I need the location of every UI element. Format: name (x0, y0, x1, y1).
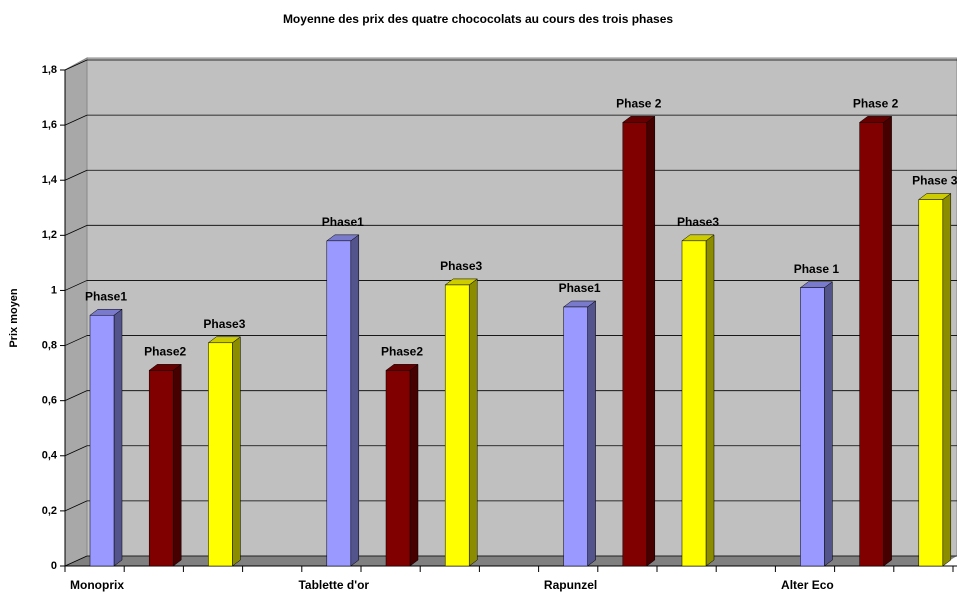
bar (800, 287, 825, 567)
bar-side (942, 193, 952, 567)
bar-label: Phase 2 (853, 97, 899, 111)
y-axis-label: Prix moyen (8, 288, 20, 348)
y-tick-label: 0,8 (42, 339, 57, 351)
y-tick-label: 1,8 (42, 64, 57, 76)
bar-label: Phase 1 (794, 262, 840, 276)
bar-side (587, 300, 596, 567)
bar-side (350, 234, 360, 567)
y-tick-label: 0 (51, 560, 57, 572)
bar (918, 199, 944, 567)
x-tick-label: Monoprix (70, 578, 124, 592)
y-tick-label: 1 (51, 284, 57, 296)
y-tick-label: 0,2 (42, 505, 57, 517)
bar-label: Phase1 (559, 281, 601, 295)
chart-title: Moyenne des prix des quatre chococolats … (283, 12, 673, 26)
bar-side (705, 234, 715, 567)
grid-line-side (64, 169, 88, 181)
floor (65, 556, 957, 566)
grid-line-side (64, 224, 88, 236)
x-tick-label: Alter Eco (781, 578, 834, 592)
bar-side (646, 115, 656, 567)
bar-side (172, 363, 182, 567)
grid-line-side (64, 390, 88, 402)
bar-side (409, 363, 419, 567)
y-tick-label: 1,6 (42, 119, 57, 131)
bar (208, 342, 233, 567)
bar-side (883, 115, 892, 567)
bar-side (824, 281, 833, 567)
bar-label: Phase3 (203, 317, 245, 331)
grid-line-side (64, 335, 88, 346)
bar (622, 122, 648, 567)
bar-label: Phase1 (85, 289, 127, 303)
y-tick-label: 1,2 (42, 229, 57, 241)
bar-side (232, 336, 241, 567)
bar (89, 314, 115, 567)
bar (681, 240, 707, 567)
grid-line-side (64, 280, 88, 291)
bar-label: Phase2 (144, 345, 186, 359)
bar-label: Phase 3 (912, 174, 957, 188)
bar-label: Phase3 (440, 259, 482, 273)
grid-line-side (64, 114, 88, 126)
grid-line-side (64, 500, 88, 512)
bar-label: Phase2 (381, 345, 423, 359)
bar-label: Phase3 (677, 215, 719, 229)
bar (859, 122, 884, 567)
bar-side (468, 278, 478, 567)
bar (148, 370, 174, 567)
bar (326, 240, 352, 567)
x-tick-label: Tablette d'or (298, 578, 369, 592)
y-tick-label: 1,4 (42, 174, 58, 186)
grid-line-side (64, 445, 88, 457)
x-tick-label: Rapunzel (544, 578, 597, 592)
bar-label: Phase1 (322, 215, 364, 229)
y-tick-label: 0,4 (42, 450, 58, 462)
grid-line-side (64, 555, 88, 567)
bar-side (113, 308, 123, 567)
grid-line-side (64, 59, 88, 71)
bar-label: Phase 2 (616, 97, 662, 111)
bar (444, 284, 470, 567)
bar (563, 306, 588, 567)
y-tick-label: 0,6 (42, 395, 57, 407)
side-wall (64, 57, 88, 567)
bar (385, 370, 411, 567)
